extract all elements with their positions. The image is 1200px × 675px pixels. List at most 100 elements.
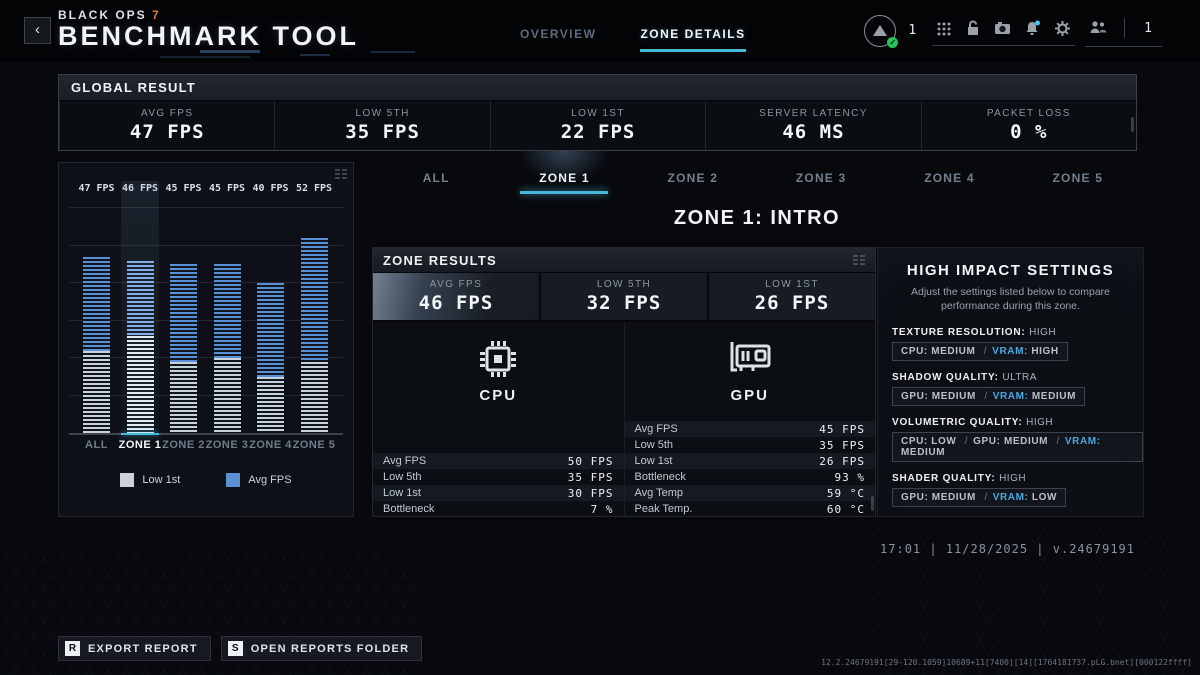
cpu-column: CPU Avg FPS 50 FPS Low 5th 35 FPS Low 1st 30 …	[373, 322, 624, 517]
chart-bar-zone-4[interactable]	[257, 283, 284, 433]
setting-name-text: SHADER QUALITY:	[892, 473, 1000, 485]
gpu-stats-table: Avg FPS 45 FPS Low 5th 35 FPS Low 1st 26 FPS B…	[624, 421, 876, 517]
zone-tab-zone-2[interactable]: ZONE 2	[667, 171, 719, 185]
export-report-button[interactable]: R EXPORT REPORT	[58, 636, 211, 661]
notification-dot	[1035, 20, 1041, 25]
party-group-icon[interactable]	[1089, 20, 1107, 36]
legend-label: Low 1st	[142, 474, 181, 486]
settings-groups: TEXTURE RESOLUTION: HIGH CPU: MEDIUM / VRA…	[892, 327, 1143, 508]
zone-tab-zone-1[interactable]: ZONE 1	[500, 163, 628, 194]
selected-zone-underline	[121, 433, 159, 435]
setting-value: HIGH	[1029, 327, 1057, 339]
setting-name: VOLUMETRIC QUALITY: HIGH	[892, 417, 1143, 428]
low-1st-segment	[300, 361, 328, 433]
glitch-decoration	[200, 50, 260, 53]
stat-label: AVG FPS	[429, 279, 483, 290]
tab-zone-details[interactable]: ZONE DETAILS	[640, 27, 746, 52]
logo-seven: 7	[152, 8, 161, 22]
chart-category-zone-2[interactable]: ZONE 2	[162, 439, 205, 451]
keybind-s: S	[227, 641, 243, 656]
logo-subtitle: BLACK OPS 7	[58, 8, 161, 22]
chart-bar-zone-3[interactable]	[213, 264, 241, 433]
cost-key-vram: VRAM:	[992, 391, 1032, 403]
row-label: Low 1st	[383, 487, 421, 499]
chart-category-zone-1[interactable]: ZONE 1	[118, 439, 162, 451]
scrollbar-hint[interactable]	[871, 496, 874, 511]
capture-icon[interactable]	[994, 20, 1011, 36]
row-value: 35 FPS	[567, 470, 614, 484]
setting-name-text: VOLUMETRIC QUALITY:	[892, 417, 1027, 429]
setting-name-text: SHADOW QUALITY:	[892, 372, 1003, 384]
chart-bar-zone-5[interactable]	[300, 238, 328, 433]
stat-label: PACKET LOSS	[986, 108, 1071, 119]
zone-tab-zone-3[interactable]: ZONE 3	[795, 171, 847, 185]
tab-overview[interactable]: OVERVIEW	[520, 27, 597, 41]
cpu-label: CPU	[479, 387, 518, 404]
row-value: 45 FPS	[819, 422, 865, 436]
app-logo: BLACK OPS 7 BENCHMARK TOOL	[58, 8, 359, 50]
stat-label: LOW 5TH	[355, 108, 410, 119]
gpu-row-bottleneck: Bottleneck 93 %	[625, 469, 876, 485]
chart-bar-zone-1[interactable]	[126, 260, 154, 433]
back-button[interactable]: ‹	[24, 17, 51, 44]
chart-category-zone-3[interactable]: ZONE 3	[205, 439, 249, 451]
cpu-stats-table: Avg FPS 50 FPS Low 5th 35 FPS Low 1st 30 FPS B…	[373, 453, 624, 517]
gpu-heading: GPU	[625, 322, 876, 424]
setting-group-volumetric-quality: VOLUMETRIC QUALITY: HIGH CPU: LOW / GPU: M…	[892, 417, 1143, 463]
row-value: 7 %	[590, 502, 614, 516]
zone-stat-avg-fps: AVG FPS 46 FPS	[373, 273, 539, 320]
avg-fps-segment	[83, 256, 110, 351]
scrollbar-hint[interactable]	[1131, 117, 1134, 132]
setting-name: TEXTURE RESOLUTION: HIGH	[892, 327, 1143, 338]
zone-tab-zone-5[interactable]: ZONE 5	[1052, 171, 1104, 185]
gpu-row-avg-fps: Avg FPS 45 FPS	[624, 421, 875, 437]
notifications-bell-icon[interactable]	[1024, 20, 1041, 37]
unlocked-padlock-icon[interactable]	[965, 20, 981, 36]
panel-grid-icon[interactable]	[853, 255, 865, 265]
chart-bar-zone-2[interactable]	[170, 264, 197, 433]
stat-label: LOW 1ST	[765, 279, 819, 290]
cost-value: HIGH	[1031, 346, 1059, 358]
chart-bar-all[interactable]	[83, 256, 110, 433]
cost-key: GPU:	[973, 436, 1004, 448]
setting-value: ULTRA	[1002, 372, 1037, 384]
zone-tabs: ALL ZONE 1 ZONE 2 ZONE 3 ZONE 4 ZONE 5	[372, 163, 1142, 194]
chart-category-zone-4[interactable]: ZONE 4	[249, 439, 292, 451]
profile-avatar[interactable]: ✓	[864, 14, 899, 48]
row-label: Avg FPS	[383, 455, 427, 467]
chart-gridline	[69, 394, 343, 396]
zone-results-title: ZONE RESULTS	[383, 252, 497, 268]
page-title: BENCHMARK TOOL	[58, 21, 359, 51]
apps-grid-icon[interactable]	[936, 20, 952, 36]
zone-tab-all[interactable]: ALL	[422, 171, 450, 185]
avg-fps-segment	[170, 264, 197, 362]
cost-value: MEDIUM	[901, 447, 946, 459]
row-label: Low 5th	[634, 439, 674, 451]
chart-legend: Low 1st Avg FPS	[59, 473, 353, 487]
chart-category-zone-5[interactable]: ZONE 5	[292, 439, 336, 451]
chart-gridline	[69, 207, 343, 208]
zone-tab-zone-4[interactable]: ZONE 4	[924, 171, 975, 185]
panel-grid-icon[interactable]	[335, 169, 347, 179]
profile-count: 1	[908, 23, 917, 38]
global-result-panel: GLOBAL RESULT AVG FPS 47 FPS LOW 5TH 35 FPS…	[58, 74, 1137, 151]
glitch-decoration	[160, 56, 250, 58]
settings-gear-icon[interactable]	[1054, 20, 1071, 37]
gpu-label: GPU	[730, 387, 769, 404]
row-label: Bottleneck	[634, 471, 686, 483]
party-count: 1	[1144, 20, 1152, 36]
global-stat-packet-loss: PACKET LOSS 0 %	[920, 101, 1136, 150]
bar-value-label: 40 FPS	[252, 183, 289, 194]
high-impact-settings-panel: HIGH IMPACT SETTINGS Adjust the settings…	[877, 247, 1144, 517]
separator: /	[964, 436, 969, 448]
top-bar: ‹ BLACK OPS 7 BENCHMARK TOOL OVERVIEW ZON…	[0, 0, 1200, 62]
open-reports-folder-button[interactable]: S OPEN REPORTS FOLDER	[220, 636, 423, 661]
chart-category-all[interactable]: ALL	[85, 439, 108, 451]
gpu-row-avg-temp: Avg Temp 59 °C	[624, 485, 875, 501]
separator: /	[983, 346, 988, 358]
setting-group-shader-quality: SHADER QUALITY: HIGH GPU: MEDIUM / VRAM: L…	[892, 473, 1143, 508]
stat-value: 47 FPS	[129, 121, 205, 143]
build-timestamp: 17:01 | 11/28/2025 | v.24679191	[880, 542, 1135, 556]
zone-stats-row: AVG FPS 46 FPS LOW 5TH 32 FPS LOW 1ST 26 FPS	[373, 273, 875, 322]
